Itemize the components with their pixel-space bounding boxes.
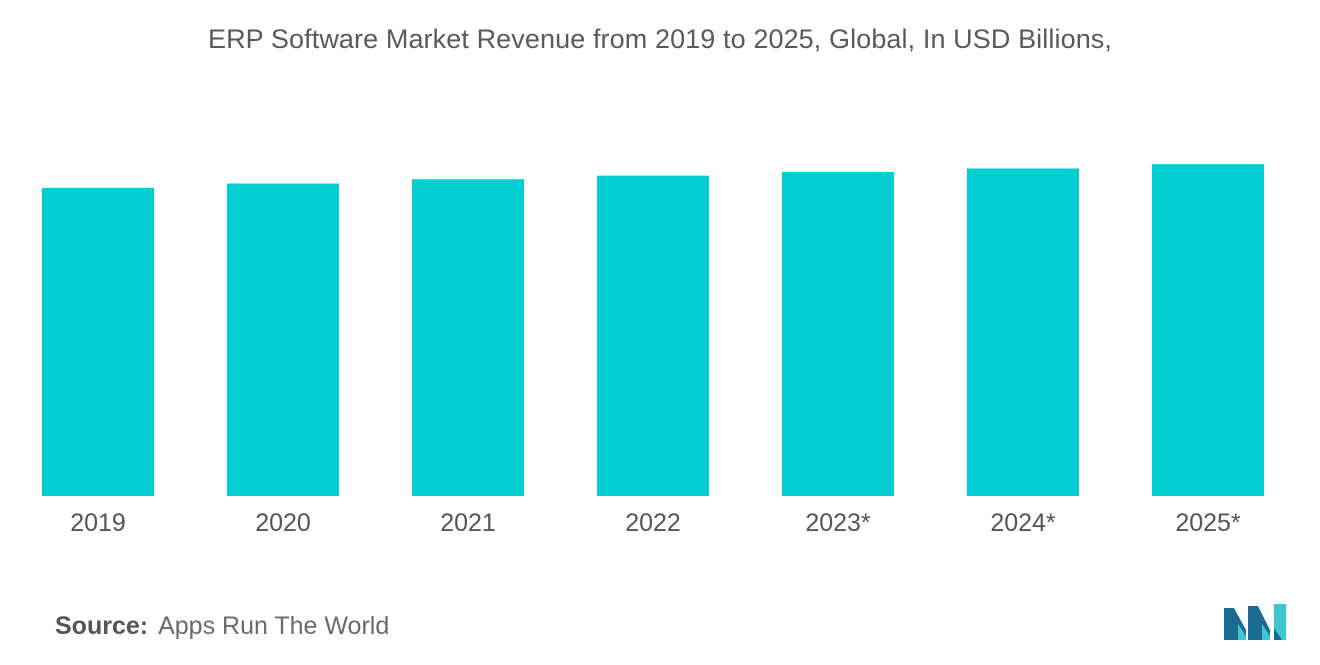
bar-2025-projected — [1152, 164, 1264, 496]
bar-2024-projected — [967, 168, 1079, 496]
bar-2022 — [597, 175, 709, 496]
mordor-intelligence-logo-icon — [1224, 604, 1286, 640]
chart-title: ERP Software Market Revenue from 2019 to… — [207, 24, 1113, 54]
x-tick-label: 2020 — [255, 509, 311, 537]
x-tick-label: 2019 — [70, 509, 126, 537]
x-tick-label: 2023* — [805, 509, 871, 537]
bar-2021 — [412, 179, 524, 496]
source-value: Apps Run The World — [158, 612, 390, 640]
x-tick-label: 2022 — [625, 509, 681, 537]
x-tick-label: 2024* — [990, 509, 1056, 537]
bar-2023-projected — [782, 172, 894, 497]
bar-2019 — [42, 187, 154, 497]
x-tick-label: 2021 — [440, 509, 496, 537]
x-tick-label: 2025* — [1175, 509, 1241, 537]
source-label: Source: — [55, 612, 149, 640]
source-line: Source: Apps Run The World — [55, 612, 389, 641]
bar-2020 — [227, 183, 339, 497]
